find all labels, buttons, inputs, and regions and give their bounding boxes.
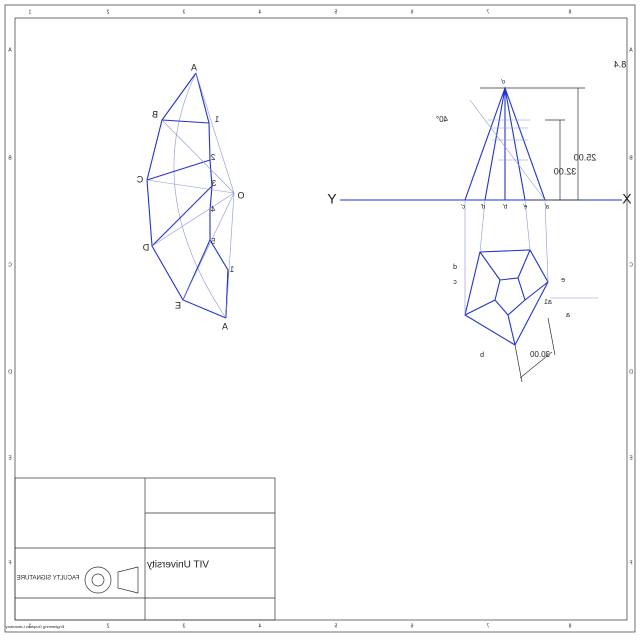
vertex-label: E xyxy=(175,300,181,310)
outer-edge xyxy=(146,72,227,319)
ruler-label: B xyxy=(629,155,633,161)
angle-label: 40° xyxy=(436,115,448,124)
point-label: d' xyxy=(481,205,485,211)
section-hatch xyxy=(494,277,526,316)
ruler-label: A xyxy=(8,47,12,53)
point-label: e xyxy=(561,277,565,284)
vertex-label: A xyxy=(222,321,228,331)
projection-symbol xyxy=(91,573,105,587)
projection-symbol xyxy=(84,566,112,594)
axis-label: Y xyxy=(327,191,337,207)
lab-label: Engineering Graphics Laboratory xyxy=(6,624,65,629)
ruler-label: 2 xyxy=(106,623,109,629)
ruler-label: F xyxy=(8,560,11,566)
ruler-label: B xyxy=(8,155,12,161)
outer-arc xyxy=(173,72,227,319)
ruler-label: 7 xyxy=(486,9,489,15)
ruler-label: 8 xyxy=(568,9,571,15)
axis-label: X xyxy=(622,191,632,207)
vertex-label: 2 xyxy=(210,153,215,162)
truncation-edge xyxy=(195,72,229,319)
ruler-label: A xyxy=(629,47,633,53)
vertex-label: 3 xyxy=(211,179,216,188)
vertex-label: 5 xyxy=(210,237,215,246)
point-label: c xyxy=(453,279,457,286)
ruler-label: D xyxy=(8,369,12,375)
inner-border xyxy=(14,17,628,621)
ruler-label: F xyxy=(629,560,632,566)
title-rules xyxy=(15,478,275,620)
point-label: a1 xyxy=(544,299,552,306)
fold-lines xyxy=(146,119,229,319)
vertex-label: 4 xyxy=(210,205,215,214)
ruler-label: C xyxy=(8,262,12,268)
top-view xyxy=(464,249,549,346)
ruler-label: E xyxy=(629,455,633,461)
projectors xyxy=(464,199,598,315)
point-label: b' xyxy=(503,205,507,211)
sheet-number: 8.4 xyxy=(614,59,627,69)
ruler-label: C xyxy=(629,262,633,268)
outer-border xyxy=(4,4,636,633)
ruler-label: 1 xyxy=(28,623,31,629)
ruler-label: E xyxy=(8,455,12,461)
dimension: 32.00 xyxy=(554,166,577,176)
top-edges xyxy=(464,249,549,346)
ruler-label: 3 xyxy=(182,9,185,15)
vertex-label: B xyxy=(152,109,158,119)
point-label: d xyxy=(453,264,457,271)
vertex-label: C xyxy=(136,174,143,184)
development xyxy=(146,72,235,319)
point-label: a xyxy=(566,312,570,319)
point-label: e' xyxy=(523,205,527,211)
dimension: 25.00 xyxy=(574,152,597,162)
vertex-label: A xyxy=(191,62,197,72)
point-label: c' xyxy=(461,205,465,211)
dimension: 30.00 xyxy=(529,350,550,359)
ruler-label: 5 xyxy=(334,623,337,629)
vertex-label: D xyxy=(142,242,149,252)
radial-lines xyxy=(146,72,235,319)
ruler-label: 6 xyxy=(410,9,413,15)
ruler-label: 3 xyxy=(182,623,185,629)
projections xyxy=(340,86,622,383)
ruler-label: 1 xyxy=(28,9,31,15)
ruler-label: D xyxy=(629,369,633,375)
title-block xyxy=(14,477,276,621)
ruler-label: 4 xyxy=(258,623,261,629)
point-label: b xyxy=(480,352,484,359)
university-name: VIT University xyxy=(147,560,209,571)
section-lines xyxy=(469,99,546,201)
point-label: a' xyxy=(545,205,549,211)
ruler-label: 7 xyxy=(486,623,489,629)
vertex-label: 1 xyxy=(214,115,219,124)
point-label: o' xyxy=(501,80,505,86)
ruler-label: 5 xyxy=(334,9,337,15)
apex-label: O xyxy=(237,190,244,200)
ruler-label: 6 xyxy=(410,623,413,629)
ruler-label: 4 xyxy=(258,9,261,15)
projection-symbol xyxy=(117,566,139,594)
dimension-lines xyxy=(480,87,585,201)
ruler-label: 8 xyxy=(568,623,571,629)
front-view xyxy=(464,86,546,201)
dim-30 xyxy=(514,317,556,383)
ruler-label: 2 xyxy=(106,9,109,15)
signature-label: FACULTY SIGNATURE xyxy=(17,576,80,582)
vertex-label: 1 xyxy=(229,265,234,274)
